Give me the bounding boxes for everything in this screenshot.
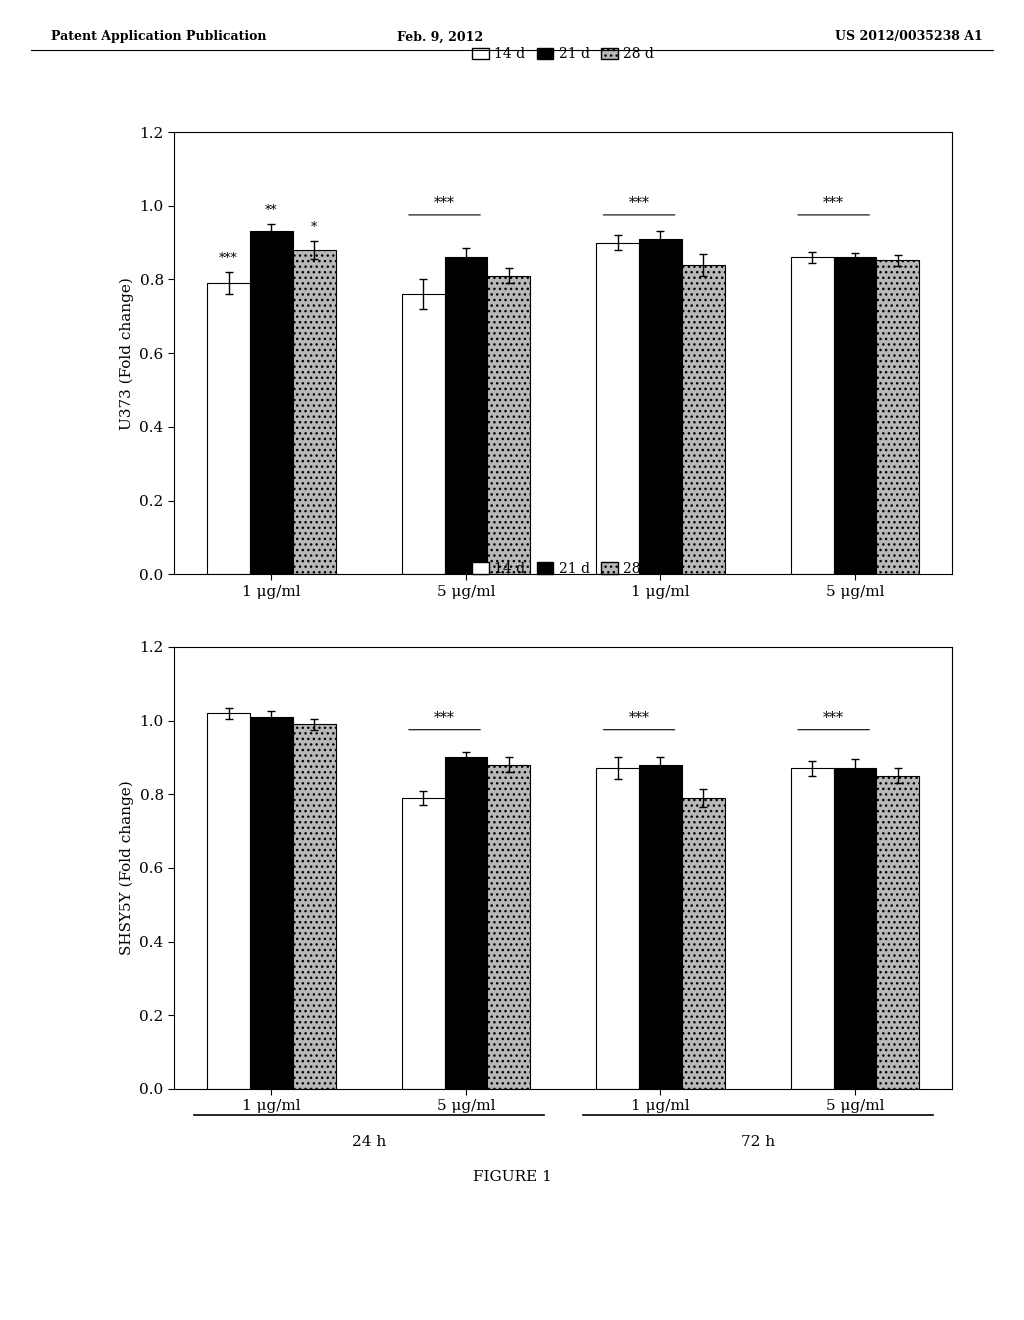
- Bar: [207, 713, 250, 1089]
- Bar: [682, 264, 725, 574]
- Bar: [487, 276, 530, 574]
- Bar: [207, 282, 250, 574]
- Text: US 2012/0035238 A1: US 2012/0035238 A1: [836, 30, 983, 44]
- Bar: [639, 239, 682, 574]
- Legend: 14 d, 21 d, 28 d: 14 d, 21 d, 28 d: [467, 557, 659, 582]
- Text: ***: ***: [629, 711, 649, 725]
- Text: ***: ***: [629, 197, 649, 210]
- Text: **: **: [265, 205, 278, 218]
- Bar: [596, 768, 639, 1089]
- Bar: [250, 717, 293, 1089]
- Bar: [639, 764, 682, 1089]
- Bar: [293, 725, 336, 1089]
- Y-axis label: SHSY5Y (Fold change): SHSY5Y (Fold change): [120, 780, 134, 956]
- Bar: [791, 257, 834, 574]
- Bar: [834, 768, 877, 1089]
- Bar: [682, 797, 725, 1089]
- Text: ***: ***: [434, 711, 455, 725]
- Text: FIGURE 1: FIGURE 1: [472, 1171, 552, 1184]
- Legend: 14 d, 21 d, 28 d: 14 d, 21 d, 28 d: [467, 42, 659, 67]
- Text: Feb. 9, 2012: Feb. 9, 2012: [397, 30, 483, 44]
- Text: ***: ***: [434, 197, 455, 210]
- Bar: [401, 294, 444, 574]
- Text: Patent Application Publication: Patent Application Publication: [51, 30, 266, 44]
- Bar: [293, 249, 336, 574]
- Bar: [401, 797, 444, 1089]
- Text: ***: ***: [823, 197, 844, 210]
- Bar: [444, 257, 487, 574]
- Bar: [877, 260, 920, 574]
- Bar: [877, 776, 920, 1089]
- Text: ***: ***: [823, 711, 844, 725]
- Bar: [487, 764, 530, 1089]
- Bar: [250, 231, 293, 574]
- Bar: [596, 243, 639, 574]
- Text: *: *: [311, 220, 317, 234]
- Text: 72 h: 72 h: [740, 1135, 775, 1150]
- Text: ***: ***: [219, 252, 238, 265]
- Y-axis label: U373 (Fold change): U373 (Fold change): [120, 277, 134, 429]
- Text: 24 h: 24 h: [351, 1135, 386, 1150]
- Bar: [444, 758, 487, 1089]
- Bar: [834, 256, 877, 574]
- Bar: [791, 768, 834, 1089]
